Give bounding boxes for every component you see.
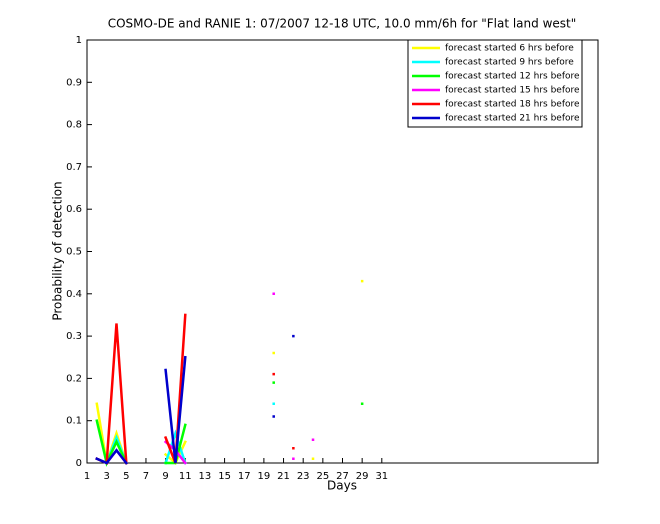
x-tick-label: 11: [179, 471, 192, 482]
legend-label: forecast started 15 hrs before: [445, 86, 580, 96]
y-tick-label: 0.4: [66, 289, 82, 300]
y-tick-label: 0.6: [66, 204, 82, 215]
y-tick-label: 0.5: [66, 247, 82, 258]
x-tick-label: 31: [375, 471, 388, 482]
x-tick-label: 17: [238, 471, 251, 482]
x-tick-label: 29: [356, 471, 369, 482]
series-line: [95, 334, 295, 465]
x-tick-label: 23: [297, 471, 310, 482]
x-tick-label: 27: [336, 471, 349, 482]
legend-label: forecast started 21 hrs before: [445, 114, 580, 124]
x-tick-label: 15: [218, 471, 231, 482]
y-tick-label: 0.9: [66, 77, 82, 88]
chart-title: COSMO-DE and RANIE 1: 07/2007 12-18 UTC,…: [108, 17, 577, 31]
x-tick-label: 25: [316, 471, 329, 482]
y-tick-label: 0.3: [66, 331, 82, 342]
y-tick-label: 0.8: [66, 120, 82, 131]
y-tick-label: 0.7: [66, 162, 82, 173]
legend-label: forecast started 9 hrs before: [445, 58, 574, 68]
y-tick-label: 0.1: [66, 416, 82, 427]
x-tick-label: 19: [258, 471, 271, 482]
x-tick-label: 7: [143, 471, 149, 482]
y-tick-label: 0.2: [66, 373, 82, 384]
x-tick-label: 5: [123, 471, 129, 482]
x-tick-label: 13: [199, 471, 212, 482]
legend-label: forecast started 6 hrs before: [445, 44, 574, 54]
x-tick-label: 1: [84, 471, 90, 482]
legend-label: forecast started 18 hrs before: [445, 100, 580, 110]
x-tick-label: 3: [103, 471, 109, 482]
x-tick-label: 9: [162, 471, 168, 482]
legend-box: [407, 39, 583, 128]
y-axis-label: Probability of detection: [51, 181, 65, 320]
y-tick-label: 0: [76, 458, 82, 469]
x-tick-label: 21: [277, 471, 290, 482]
y-tick-label: 1: [76, 35, 82, 46]
x-axis-label: Days: [327, 479, 357, 493]
legend-label: forecast started 12 hrs before: [445, 72, 580, 82]
